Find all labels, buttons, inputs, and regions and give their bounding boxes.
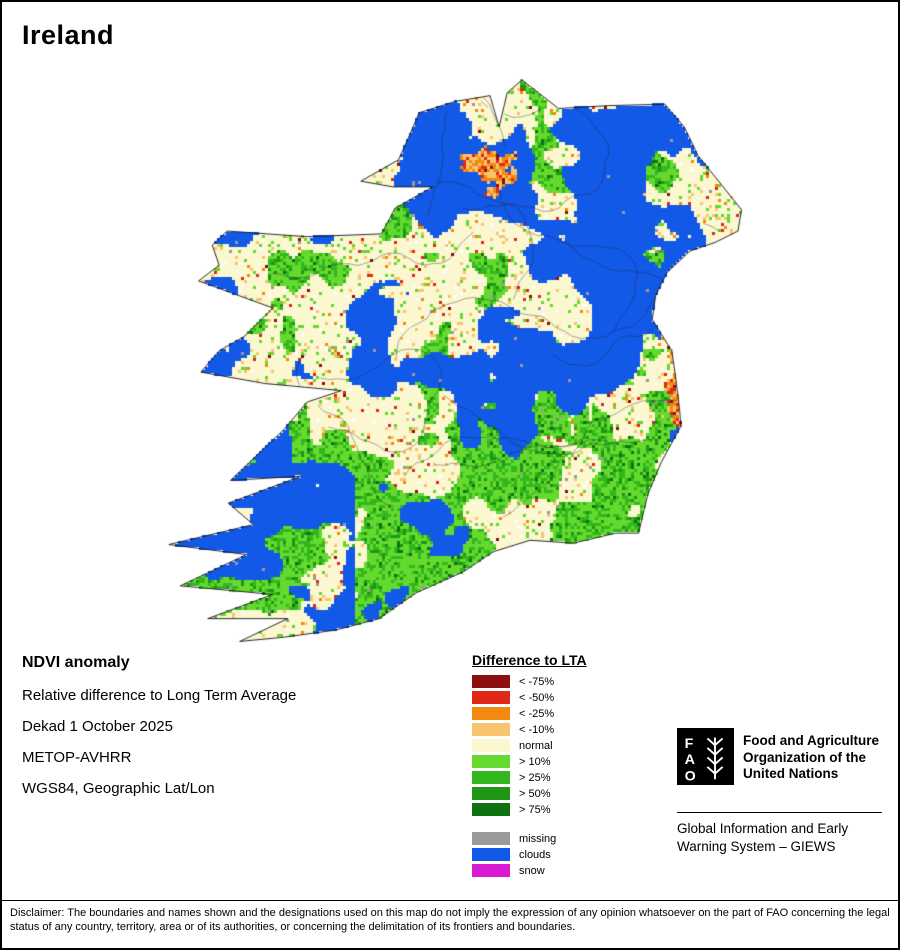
legend-label: > 25%	[519, 771, 551, 784]
legend-row: missing	[472, 832, 587, 845]
legend-swatch	[472, 787, 510, 800]
legend-row: > 50%	[472, 787, 587, 800]
fao-logo: F A O	[677, 728, 734, 785]
legend-label: < -10%	[519, 723, 555, 736]
ireland-ndvi-anomaly-map	[130, 70, 770, 650]
legend-swatch	[472, 691, 510, 704]
org-divider	[677, 812, 882, 813]
legend-swatch	[472, 723, 510, 736]
legend-label: < -50%	[519, 691, 555, 704]
legend-row: < -25%	[472, 707, 587, 720]
legend-row: < -50%	[472, 691, 587, 704]
legend-extra: missing clouds snow	[472, 832, 587, 877]
legend-row: snow	[472, 864, 587, 877]
info-line-description: Relative difference to Long Term Average	[22, 687, 297, 704]
legend-classes: < -75% < -50% < -25% < -10% normal > 10% > 25%…	[472, 675, 587, 816]
legend-row: clouds	[472, 848, 587, 861]
legend-row: < -75%	[472, 675, 587, 688]
legend-swatch	[472, 832, 510, 845]
org-subtitle-line: Warning System – GIEWS	[677, 839, 836, 854]
legend-swatch	[472, 675, 510, 688]
legend-label: > 50%	[519, 787, 551, 800]
legend-swatch	[472, 771, 510, 784]
legend-swatch	[472, 755, 510, 768]
info-line-dekad: Dekad 1 October 2025	[22, 718, 173, 735]
legend-label: > 10%	[519, 755, 551, 768]
legend-label: snow	[519, 864, 545, 877]
org-name: Food and Agriculture Organization of the…	[743, 733, 879, 783]
disclaimer: Disclaimer: The boundaries and names sho…	[2, 900, 898, 934]
legend-label: < -75%	[519, 675, 555, 688]
legend-row: > 75%	[472, 803, 587, 816]
legend-label: normal	[519, 739, 553, 752]
legend-label: < -25%	[519, 707, 555, 720]
legend-label: missing	[519, 832, 557, 845]
legend-row: > 10%	[472, 755, 587, 768]
fao-logo-letter-f: F	[685, 736, 694, 752]
legend-row: > 25%	[472, 771, 587, 784]
map-info-block: NDVI anomaly Relative difference to Long…	[22, 654, 296, 811]
legend-title: Difference to LTA	[472, 652, 587, 668]
page-title: Ireland	[22, 20, 115, 50]
legend-swatch	[472, 803, 510, 816]
legend: Difference to LTA < -75% < -50% < -25% < -1…	[472, 652, 587, 880]
org-subtitle: Global Information and Early Warning Sys…	[677, 820, 848, 856]
legend-label: clouds	[519, 848, 551, 861]
legend-swatch	[472, 864, 510, 877]
info-line-projection: WGS84, Geographic Lat/Lon	[22, 780, 215, 797]
org-name-line: Food and Agriculture	[743, 733, 879, 748]
legend-row: < -10%	[472, 723, 587, 736]
wheat-ear-icon	[706, 737, 724, 780]
org-block: F A O Food and Agriculture Organization …	[677, 728, 887, 868]
fao-logo-letter-a: A	[685, 752, 695, 768]
org-name-line: Organization of the	[743, 749, 866, 765]
info-line-sensor: METOP-AVHRR	[22, 749, 132, 766]
org-subtitle-line: Global Information and Early	[677, 821, 849, 836]
legend-swatch	[472, 739, 510, 752]
legend-row: normal	[472, 739, 587, 752]
org-name-line: United Nations	[743, 766, 839, 781]
legend-label: > 75%	[519, 803, 551, 816]
legend-swatch	[472, 848, 510, 861]
fao-logo-letter-o: O	[685, 768, 696, 784]
info-heading: NDVI anomaly	[22, 654, 130, 671]
legend-swatch	[472, 707, 510, 720]
